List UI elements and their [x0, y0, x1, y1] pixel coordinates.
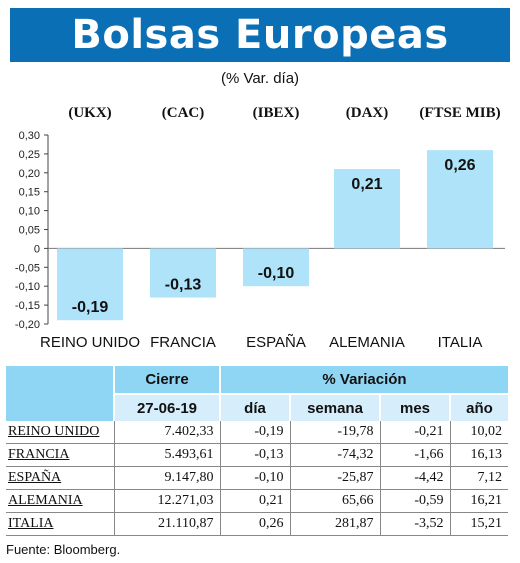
chart-subtitle: (% Var. día): [220, 70, 300, 87]
bar-value-label: -0,10: [258, 265, 295, 282]
y-tick-label: -0,05: [15, 262, 40, 274]
header-semana: semana: [290, 393, 381, 421]
table-header-row-2: 27-06-19 día semana mes año: [6, 393, 508, 421]
header-variacion: % Variación: [220, 366, 508, 394]
y-tick-label: -0,15: [15, 300, 40, 312]
y-tick-label: 0,10: [19, 206, 40, 218]
row-semana: -25,87: [290, 466, 381, 490]
row-dia: -0,13: [220, 443, 291, 467]
bar: [243, 248, 309, 287]
row-semana: 281,87: [290, 512, 381, 536]
row-ano: 16,21: [450, 489, 508, 513]
bar-value-label: 0,21: [351, 176, 382, 193]
row-dia: 0,26: [220, 512, 291, 536]
row-cierre: 9.147,80: [114, 466, 221, 490]
header-date: 27-06-19: [114, 393, 221, 421]
y-tick-label: 0,05: [19, 225, 40, 237]
x-category-label: REINO UNIDO: [40, 334, 140, 351]
y-tick-label: -0,20: [15, 319, 40, 331]
y-tick-label: 0,30: [19, 130, 40, 142]
header-ano: año: [450, 393, 508, 421]
row-mes: -1,66: [380, 443, 451, 467]
y-tick-label: -0,10: [15, 281, 40, 293]
table-header-blank: [6, 366, 115, 394]
bar-value-label: -0,19: [72, 299, 109, 316]
row-country: ESPAÑA: [6, 466, 115, 490]
index-code-label: (DAX): [346, 105, 389, 121]
x-category-label: ITALIA: [438, 334, 483, 351]
row-cierre: 21.110,87: [114, 512, 221, 536]
table-row: FRANCIA 5.493,61 -0,13 -74,32 -1,66 16,1…: [6, 443, 508, 467]
row-country: ALEMANIA: [6, 489, 115, 513]
y-tick-label: 0: [34, 243, 40, 255]
title-bar: Bolsas Europeas: [10, 8, 510, 62]
row-cierre: 7.402,33: [114, 421, 221, 444]
row-semana: -74,32: [290, 443, 381, 467]
row-dia: -0,10: [220, 466, 291, 490]
index-code-label: (CAC): [162, 105, 205, 121]
x-category-label: FRANCIA: [150, 334, 216, 351]
y-tick-label: 0,15: [19, 187, 40, 199]
bar-chart: 0,30 0,25 0,20 0,15 0,10 0,05 0 -0,05 -0,10 -0,15…: [15, 105, 505, 351]
header-mes: mes: [380, 393, 451, 421]
row-ano: 7,12: [450, 466, 508, 490]
x-category-label: ALEMANIA: [329, 334, 405, 351]
row-mes: -4,42: [380, 466, 451, 490]
index-code-label: (FTSE MIB): [419, 105, 500, 121]
source-note: Fuente: Bloomberg.: [6, 542, 121, 557]
row-country: FRANCIA: [6, 443, 115, 467]
row-dia: 0,21: [220, 489, 291, 513]
y-tick-label: 0,20: [19, 168, 40, 180]
row-cierre: 12.271,03: [114, 489, 221, 513]
row-dia: -0,19: [220, 421, 291, 444]
bar: [427, 150, 493, 249]
header-dia: día: [220, 393, 291, 421]
row-ano: 15,21: [450, 512, 508, 536]
row-semana: -19,78: [290, 421, 381, 444]
bar-value-label: -0,13: [165, 277, 202, 294]
row-country: ITALIA: [6, 512, 115, 536]
row-country: REINO UNIDO: [6, 421, 115, 444]
bar: [150, 248, 216, 298]
index-code-label: (UKX): [68, 105, 111, 121]
row-ano: 16,13: [450, 443, 508, 467]
table-header-row-1: Cierre % Variación: [6, 366, 508, 394]
table-row: ITALIA 21.110,87 0,26 281,87 -3,52 15,21: [6, 512, 508, 536]
chart-title: Bolsas Europeas: [71, 12, 449, 58]
x-category-label: ESPAÑA: [246, 334, 306, 351]
row-ano: 10,02: [450, 421, 508, 444]
index-code-label: (IBEX): [253, 105, 300, 121]
row-cierre: 5.493,61: [114, 443, 221, 467]
data-table: Cierre % Variación 27-06-19 día semana m…: [6, 366, 508, 536]
table-header-blank-2: [6, 394, 115, 421]
bar: [57, 248, 123, 321]
table-row: REINO UNIDO 7.402,33 -0,19 -19,78 -0,21 …: [6, 421, 508, 444]
table-row: ESPAÑA 9.147,80 -0,10 -25,87 -4,42 7,12: [6, 466, 508, 490]
row-semana: 65,66: [290, 489, 381, 513]
row-mes: -0,21: [380, 421, 451, 444]
bar-value-label: 0,26: [444, 157, 475, 174]
y-tick-label: 0,25: [19, 149, 40, 161]
header-cierre: Cierre: [114, 366, 221, 394]
bar: [334, 169, 400, 249]
table-row: ALEMANIA 12.271,03 0,21 65,66 -0,59 16,2…: [6, 489, 508, 513]
row-mes: -0,59: [380, 489, 451, 513]
row-mes: -3,52: [380, 512, 451, 536]
